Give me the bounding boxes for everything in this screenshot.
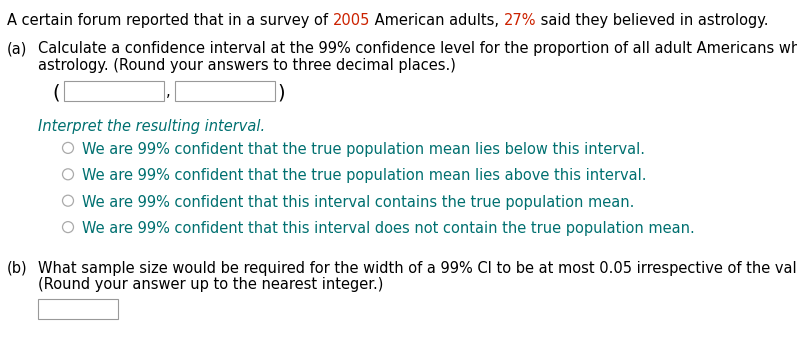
Text: ): ) [277, 84, 285, 102]
Text: We are 99% confident that the true population mean lies below this interval.: We are 99% confident that the true popul… [82, 142, 645, 157]
Text: 2005: 2005 [332, 13, 370, 28]
Text: (a): (a) [7, 41, 27, 56]
Text: American adults,: American adults, [370, 13, 504, 28]
Text: 27%: 27% [504, 13, 536, 28]
Text: We are 99% confident that this interval contains the true population mean.: We are 99% confident that this interval … [82, 195, 634, 210]
Text: Calculate a confidence interval at the 99% confidence level for the proportion o: Calculate a confidence interval at the 9… [38, 41, 797, 56]
Text: said they believed in astrology.: said they believed in astrology. [536, 13, 768, 28]
Text: ,: , [166, 84, 171, 99]
Text: We are 99% confident that this interval does not contain the true population mea: We are 99% confident that this interval … [82, 221, 695, 236]
Text: (: ( [52, 84, 60, 102]
Text: (b): (b) [7, 261, 28, 276]
Text: A certain forum reported that in a survey of: A certain forum reported that in a surve… [7, 13, 332, 28]
Text: astrology. (Round your answers to three decimal places.): astrology. (Round your answers to three … [38, 58, 456, 73]
Text: We are 99% confident that the true population mean lies above this interval.: We are 99% confident that the true popul… [82, 168, 646, 183]
Text: Interpret the resulting interval.: Interpret the resulting interval. [38, 119, 265, 134]
Text: What sample size would be required for the width of a 99% CI to be at most 0.05 : What sample size would be required for t… [38, 261, 797, 276]
Text: (Round your answer up to the nearest integer.): (Round your answer up to the nearest int… [38, 277, 383, 292]
